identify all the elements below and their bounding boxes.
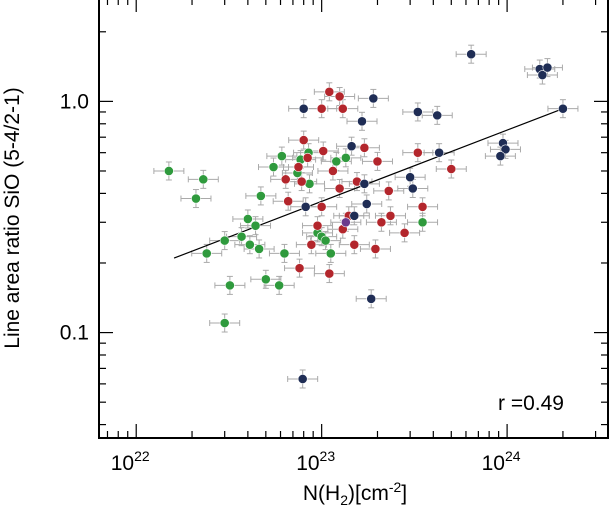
data-point-green [219, 235, 230, 246]
y-tick-label: 0.1 [60, 322, 89, 345]
data-point-red [372, 156, 383, 167]
data-point-red [334, 183, 345, 194]
data-point-red [302, 152, 313, 163]
x-tick-label: 1023 [296, 448, 335, 475]
x-axis-title-prefix: N(H [303, 482, 340, 505]
x-tick-label: 1024 [482, 448, 521, 475]
data-point-red [399, 227, 410, 238]
data-point-navy [359, 178, 370, 189]
data-point-red [417, 201, 428, 212]
data-point-navy [432, 110, 443, 121]
data-point-green [274, 280, 285, 291]
data-point-navy [407, 183, 418, 194]
data-point-navy [412, 107, 423, 117]
data-point-navy [537, 70, 548, 80]
data-point-green [250, 220, 261, 231]
data-point-green [325, 248, 336, 259]
data-point-red [294, 263, 305, 274]
plot-frame [98, 0, 609, 439]
data-point-navy [346, 141, 357, 152]
data-point-red [312, 220, 323, 231]
data-point-green [255, 191, 266, 201]
y-tick-label: 1.0 [60, 90, 89, 113]
data-point-navy [405, 172, 416, 183]
data-point-navy [434, 147, 445, 158]
data-point-red [383, 186, 394, 196]
data-point-green [260, 274, 271, 285]
data-point-navy [297, 374, 308, 384]
data-point-green [340, 152, 351, 163]
data-point-green [417, 217, 428, 228]
data-point-green [163, 166, 174, 176]
data-point-red [316, 201, 327, 212]
data-point-red [328, 166, 338, 176]
data-point-red [349, 239, 360, 250]
data-point-green [244, 239, 255, 250]
data-point-red [359, 142, 370, 153]
data-point-red [370, 244, 381, 254]
data-point-green [224, 280, 235, 291]
data-point-green [191, 193, 201, 204]
data-point-navy [368, 93, 379, 104]
data-point-red [280, 174, 291, 185]
data-point-green [242, 214, 253, 224]
data-point-red [318, 146, 329, 156]
x-tick-label: 1022 [111, 448, 150, 475]
data-point-red [316, 103, 327, 114]
data-point-navy [298, 103, 309, 114]
data-point-green [254, 244, 265, 254]
data-point-green [236, 231, 247, 242]
data-point-red [298, 135, 309, 146]
data-point-navy [495, 151, 506, 161]
data-point-red [293, 162, 304, 172]
x-axis-title-mid: )[cm [348, 482, 389, 505]
data-point-red [337, 103, 348, 114]
data-point-navy [300, 201, 311, 212]
data-point-navy [366, 293, 377, 304]
data-point-navy [466, 49, 477, 60]
x-axis-title: N(H2)[cm-2] [303, 479, 407, 508]
data-point-green [268, 162, 279, 172]
data-point-green [219, 318, 230, 328]
data-point-purple [340, 217, 351, 228]
data-point-red [306, 239, 317, 250]
data-point-navy [357, 116, 367, 127]
data-point-green [279, 248, 290, 259]
data-point-navy [349, 210, 360, 221]
data-point-red [334, 91, 345, 102]
data-point-green [276, 151, 287, 161]
data-point-navy [558, 103, 568, 114]
data-point-red [385, 210, 396, 221]
data-point-navy [542, 62, 553, 73]
data-point-green [198, 174, 209, 185]
x-axis-title-suffix: ] [401, 482, 407, 505]
data-point-green [201, 248, 212, 259]
data-point-green [331, 156, 342, 167]
data-point-red [283, 196, 294, 207]
data-point-red [446, 164, 457, 174]
y-axis-title: Line area ratio SiO (5-4/2-1) [1, 87, 24, 348]
annotation-r: r =0.49 [498, 392, 564, 415]
data-point-green [320, 235, 331, 246]
data-point-red [412, 147, 423, 158]
x-axis-title-sup: -2 [389, 479, 402, 495]
data-point-red [324, 86, 335, 97]
data-point-red [296, 176, 307, 187]
data-point-red [376, 217, 387, 228]
data-point-navy [361, 199, 372, 209]
data-point-navy [500, 144, 511, 155]
x-axis-title-sub: 2 [340, 492, 348, 508]
data-point-red [324, 268, 335, 279]
